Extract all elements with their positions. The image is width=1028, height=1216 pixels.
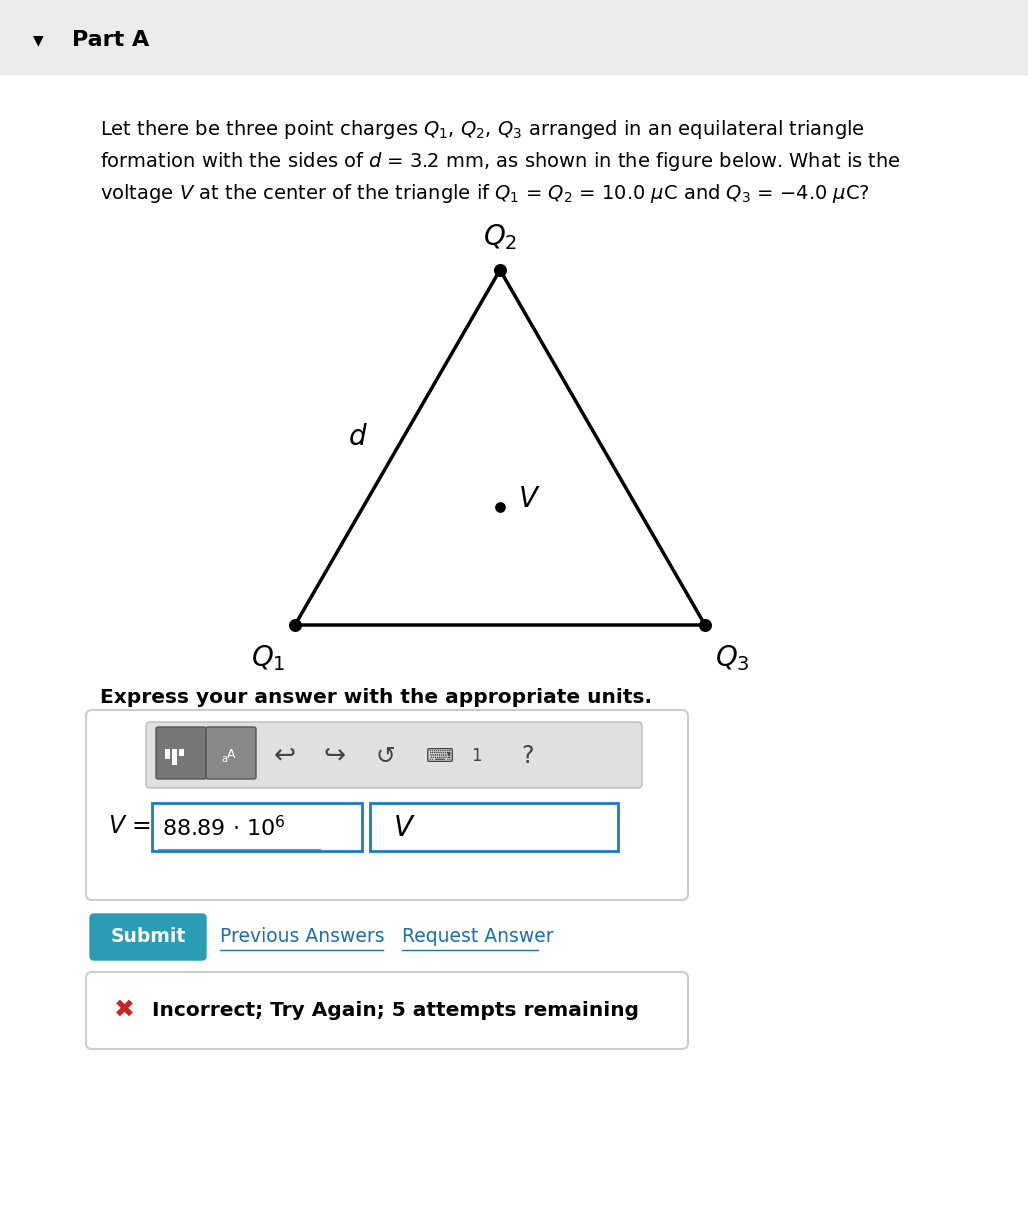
FancyBboxPatch shape	[152, 803, 362, 851]
Text: voltage $V$ at the center of the triangle if $Q_1$ = $Q_2$ = 10.0 $\mu$C and $Q_: voltage $V$ at the center of the triangl…	[100, 182, 870, 206]
Text: Let there be three point charges $Q_1$, $Q_2$, $Q_3$ arranged in an equilateral : Let there be three point charges $Q_1$, …	[100, 118, 865, 141]
Text: formation with the sides of $d$ = 3.2 mm, as shown in the figure below. What is : formation with the sides of $d$ = 3.2 mm…	[100, 150, 901, 173]
Text: 1: 1	[471, 747, 481, 765]
FancyBboxPatch shape	[156, 727, 206, 779]
FancyBboxPatch shape	[206, 727, 256, 779]
Text: 88.89 $\cdot$ 10$^6$: 88.89 $\cdot$ 10$^6$	[162, 816, 286, 840]
Point	[287, 615, 303, 635]
Text: A: A	[227, 749, 235, 761]
Text: $Q_2$: $Q_2$	[483, 223, 517, 252]
Text: $V$ =: $V$ =	[108, 814, 151, 838]
Text: ▼: ▼	[33, 33, 43, 47]
Text: ↺: ↺	[375, 744, 395, 769]
Text: $V$: $V$	[393, 814, 415, 841]
Text: ✖: ✖	[113, 998, 135, 1021]
FancyBboxPatch shape	[86, 710, 688, 900]
Text: ↩: ↩	[273, 743, 296, 769]
FancyBboxPatch shape	[370, 803, 618, 851]
Point	[697, 615, 713, 635]
FancyBboxPatch shape	[90, 914, 206, 959]
FancyBboxPatch shape	[86, 972, 688, 1049]
Text: Part A: Part A	[72, 30, 149, 50]
Bar	[179, 749, 184, 756]
Bar	[172, 749, 177, 765]
Text: Express your answer with the appropriate units.: Express your answer with the appropriate…	[100, 688, 652, 706]
Text: Submit: Submit	[110, 928, 186, 946]
Text: $V$: $V$	[518, 485, 541, 513]
Text: $Q_1$: $Q_1$	[251, 643, 285, 672]
Bar	[164, 749, 170, 759]
Text: $Q_3$: $Q_3$	[715, 643, 749, 672]
Text: Incorrect; Try Again; 5 attempts remaining: Incorrect; Try Again; 5 attempts remaini…	[152, 1001, 639, 1019]
Text: Previous Answers: Previous Answers	[220, 928, 384, 946]
FancyBboxPatch shape	[146, 722, 642, 788]
Point	[491, 497, 508, 517]
Text: Request Answer: Request Answer	[402, 928, 554, 946]
Text: ↪: ↪	[324, 743, 346, 769]
Text: ⌨: ⌨	[426, 747, 454, 766]
Text: $d$: $d$	[347, 423, 367, 451]
FancyBboxPatch shape	[0, 0, 1028, 75]
Point	[491, 260, 508, 280]
Text: a: a	[221, 754, 227, 764]
Text: ?: ?	[522, 744, 535, 769]
